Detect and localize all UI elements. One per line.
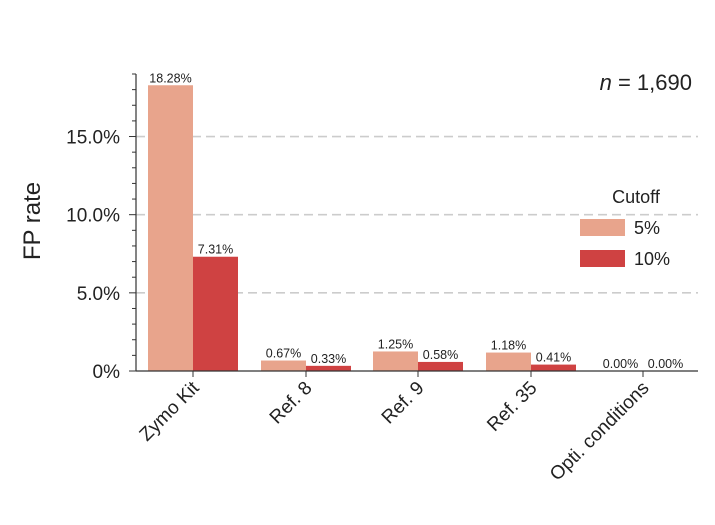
y-axis-title: FP rate — [19, 182, 46, 260]
bar — [306, 365, 351, 371]
data-label: 1.18% — [491, 339, 526, 353]
bar — [486, 352, 531, 371]
legend-swatch-10pct — [580, 250, 625, 267]
y-tick-label: 15.0% — [66, 128, 120, 149]
x-tick-label: Ref. 9 — [378, 378, 429, 429]
bars — [148, 85, 576, 372]
data-label: 0.00% — [648, 357, 683, 371]
y-tick-label: 5.0% — [77, 284, 120, 305]
sample-size-n: n — [600, 70, 612, 95]
data-label: 0.67% — [266, 347, 301, 361]
data-label: 7.31% — [198, 243, 233, 257]
data-label: 18.28% — [149, 71, 191, 85]
x-tick-label: Zymo Kit — [136, 377, 204, 445]
data-label: 0.00% — [603, 357, 638, 371]
data-labels: 18.28% 0.67% 1.25% 1.18% 0.00% 7.31% 0.33% 0.58… — [149, 71, 683, 371]
bar — [193, 256, 238, 371]
gridlines — [136, 135, 698, 294]
sample-size-value: = 1,690 — [612, 70, 692, 95]
y-tick-label: 0% — [93, 362, 121, 383]
x-tick-label: Ref. 8 — [266, 378, 317, 429]
legend: Cutoff 5% 10% — [580, 187, 670, 269]
sample-size-annotation: n = 1,690 — [600, 70, 692, 95]
legend-label-5pct: 5% — [634, 218, 660, 238]
legend-label-10pct: 10% — [634, 249, 670, 269]
x-tick-label: Opti. conditions — [546, 378, 653, 485]
bar — [373, 351, 418, 371]
x-tick-label: Ref. 35 — [483, 378, 541, 436]
bar — [418, 361, 463, 371]
bar — [531, 364, 576, 371]
data-label: 0.33% — [311, 352, 346, 366]
legend-title: Cutoff — [612, 187, 661, 207]
data-label: 0.41% — [536, 351, 571, 365]
bar — [148, 85, 193, 372]
data-label: 1.25% — [378, 337, 413, 351]
data-label: 0.58% — [423, 348, 458, 362]
legend-swatch-5pct — [580, 219, 625, 236]
bar — [261, 360, 306, 371]
y-tick-label: 10.0% — [66, 206, 120, 227]
